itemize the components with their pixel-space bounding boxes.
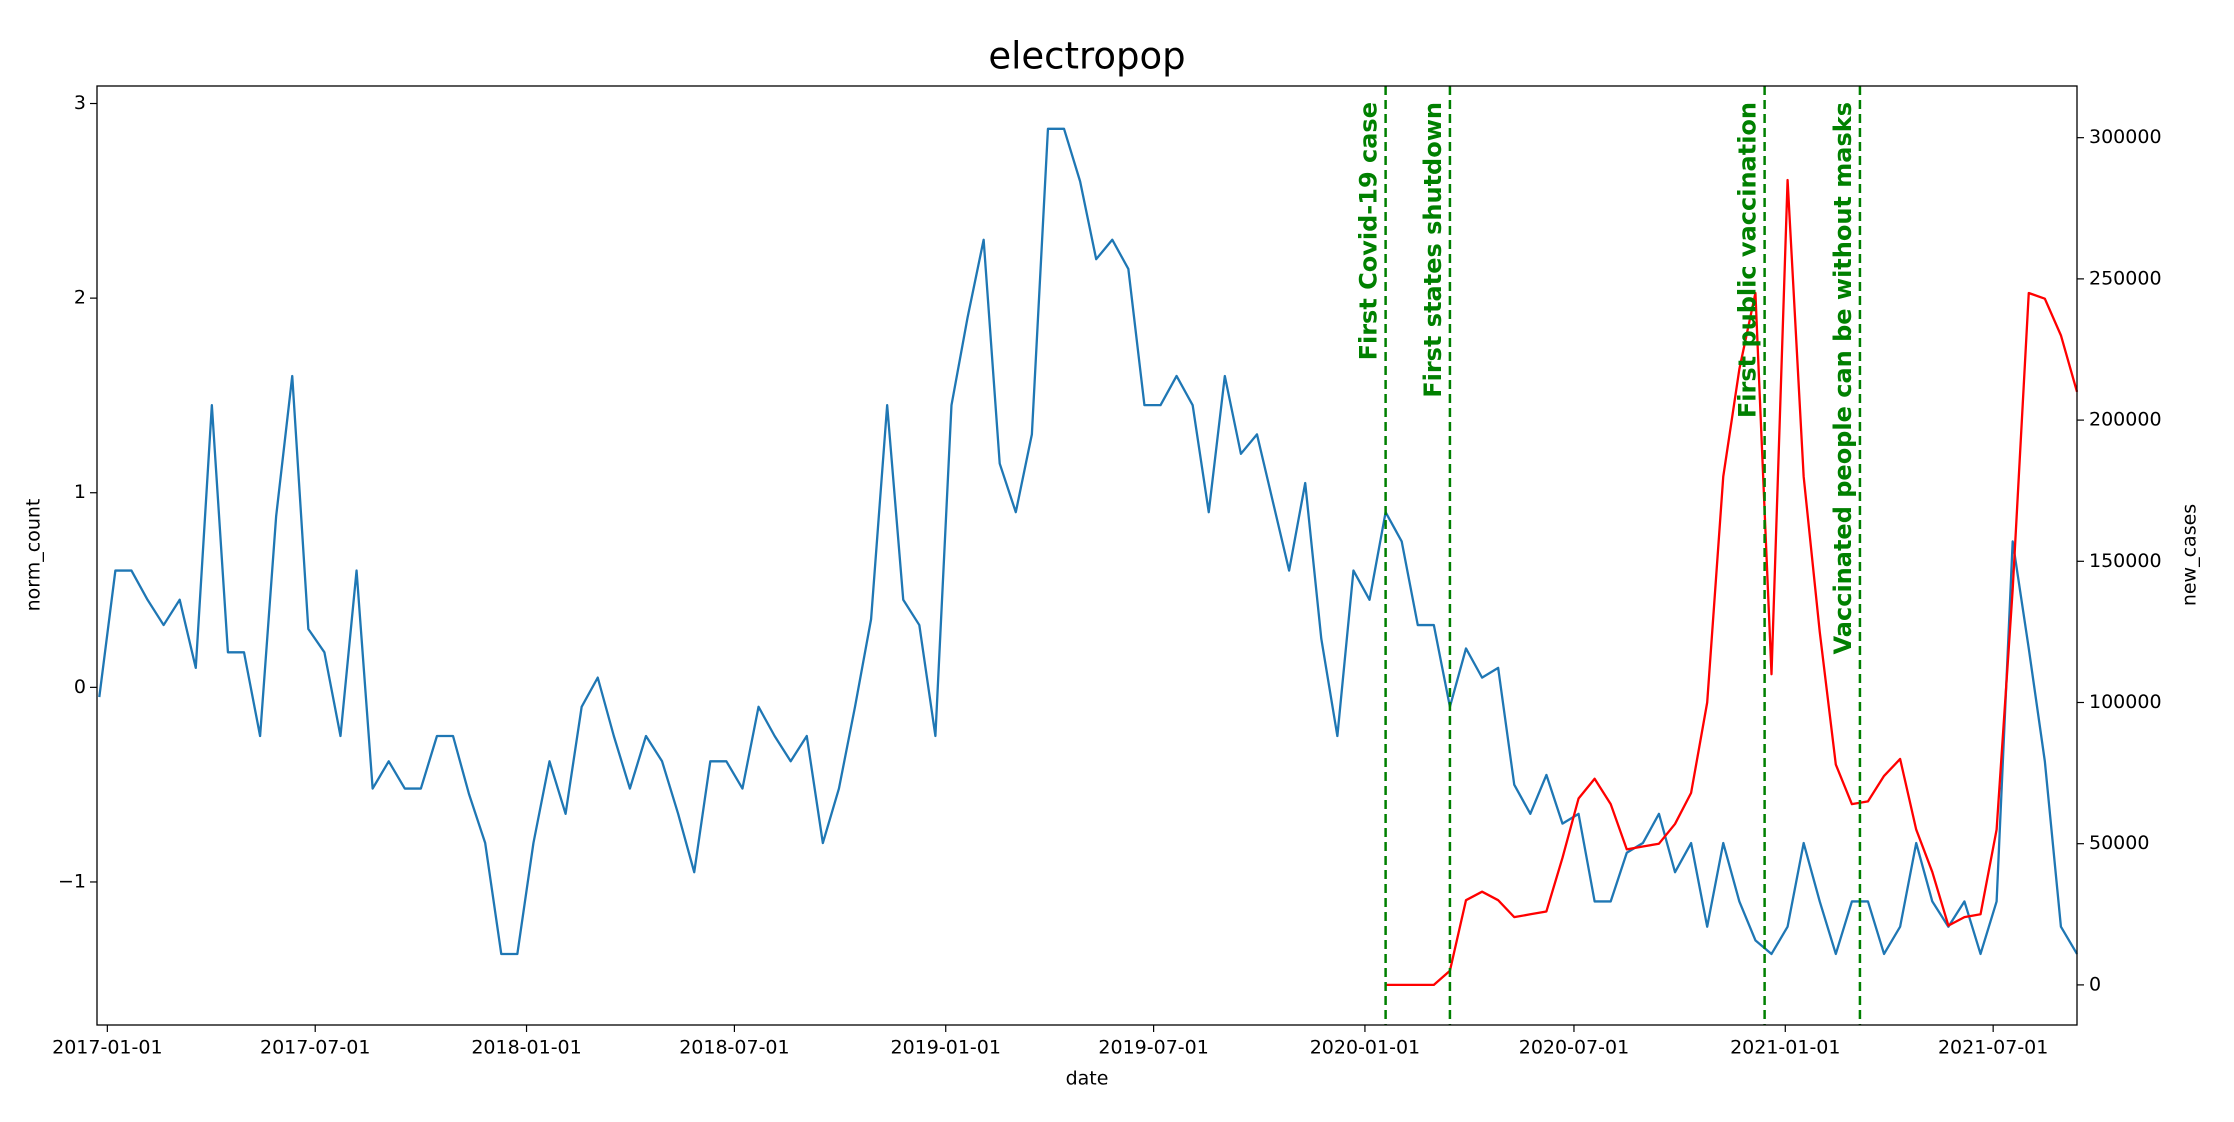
- y2-tick-label: 100000: [2089, 691, 2162, 713]
- y-tick-label: 2: [74, 287, 86, 309]
- y2-tick-label: 250000: [2089, 267, 2162, 289]
- x-tick-label: 2019-07-01: [1098, 1037, 1208, 1059]
- annotation-label: First Covid-19 case: [1355, 102, 1383, 360]
- y2-tick-label: 50000: [2089, 832, 2149, 854]
- plot-frame: [96, 85, 2078, 1026]
- x-tick-label: 2019-01-01: [891, 1037, 1001, 1059]
- x-tick-label: 2018-07-01: [679, 1037, 789, 1059]
- annotation-label: Vaccinated people can be without masks: [1829, 102, 1857, 654]
- y-tick-label: −1: [58, 870, 86, 892]
- x-tick-label: 2020-07-01: [1519, 1037, 1629, 1059]
- y2-tick-label: 300000: [2089, 126, 2162, 148]
- y2-tick-label: 150000: [2089, 550, 2162, 572]
- annotation-label: First states shutdown: [1419, 102, 1447, 398]
- y2-tick-label: 200000: [2089, 409, 2162, 431]
- x-tick-label: 2017-07-01: [260, 1037, 370, 1059]
- x-tick-label: 2021-07-01: [1938, 1037, 2048, 1059]
- y-tick-label: 3: [74, 92, 86, 114]
- annotation-label: First public vaccination: [1734, 102, 1762, 418]
- x-tick-label: 2017-01-01: [52, 1037, 162, 1059]
- x-tick-label: 2020-01-01: [1310, 1037, 1420, 1059]
- data-line: [1385, 178, 2079, 987]
- x-axis-label: date: [1066, 1068, 1109, 1090]
- y-tick-label: 0: [74, 676, 86, 698]
- y2-tick-label: 0: [2089, 973, 2101, 995]
- y2-axis-label: new_cases: [2179, 504, 2201, 606]
- chart-title: electropop: [988, 35, 1185, 78]
- x-tick-label: 2021-01-01: [1730, 1037, 1840, 1059]
- y-axis-label: norm_count: [23, 499, 45, 612]
- data-line: [98, 127, 2078, 956]
- y-tick-label: 1: [74, 481, 86, 503]
- x-tick-label: 2018-01-01: [471, 1037, 581, 1059]
